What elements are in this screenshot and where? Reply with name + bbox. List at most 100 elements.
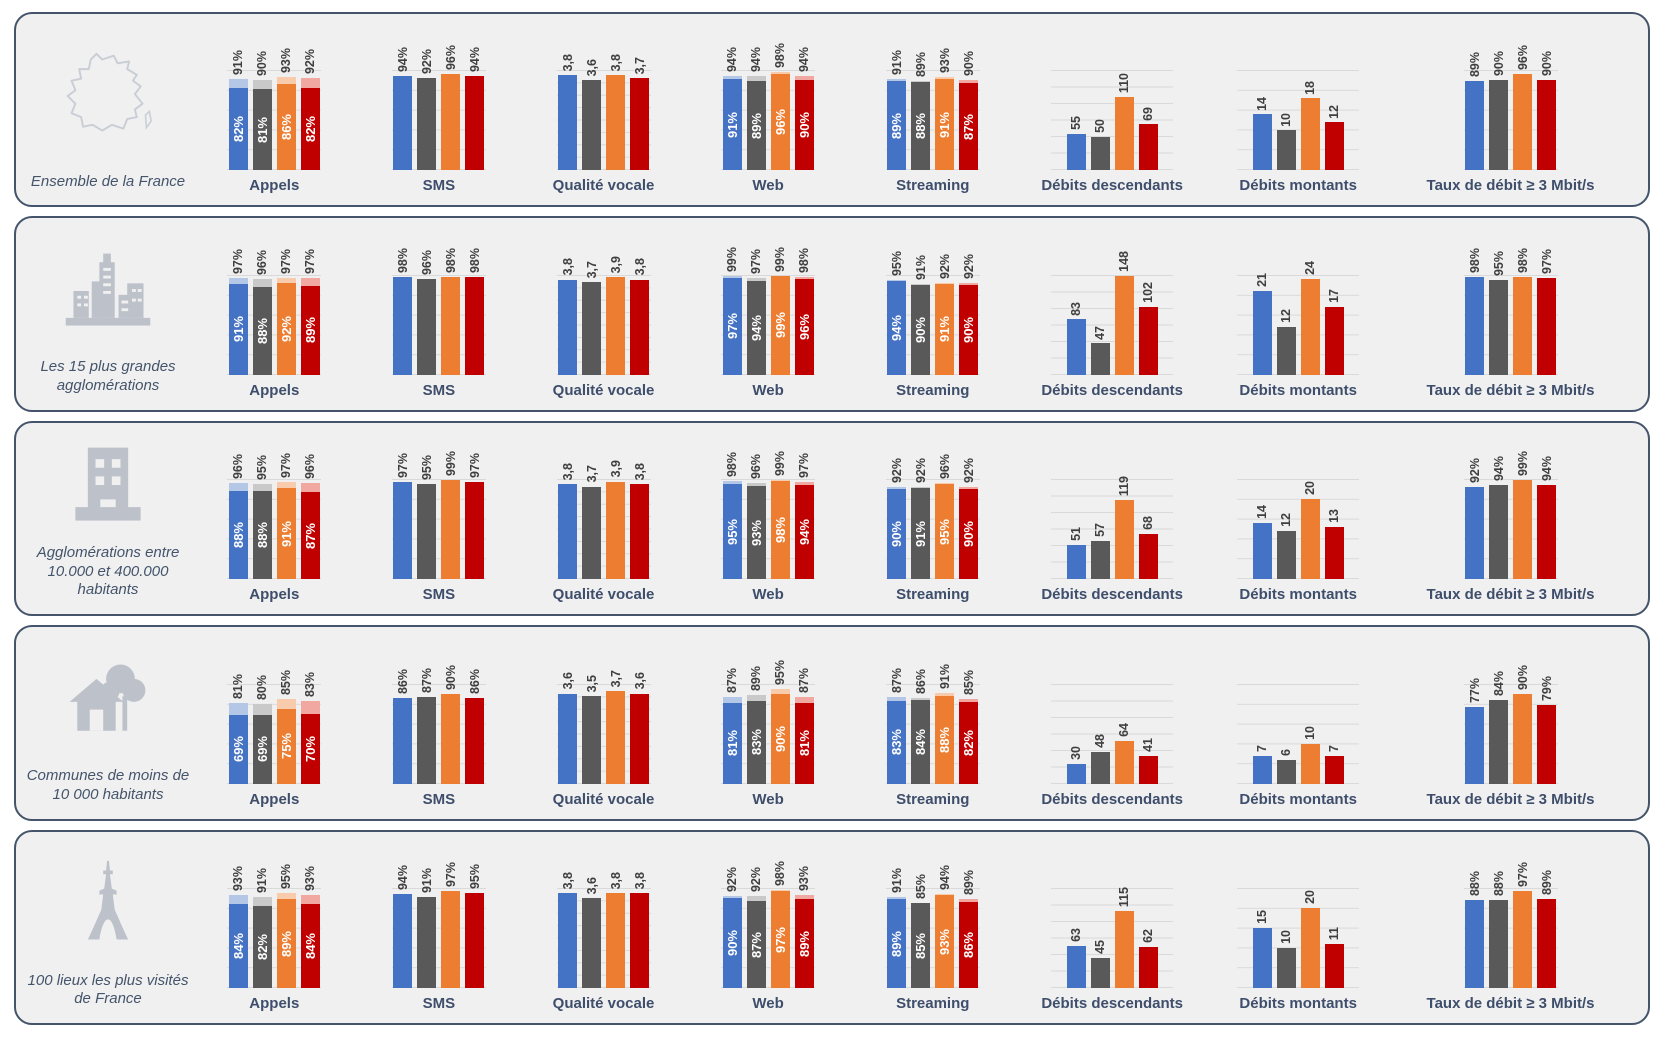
- bar: 88%: [911, 82, 931, 171]
- category-label-debits-descendants: Débits descendants: [1041, 995, 1184, 1013]
- bar: 88%: [935, 695, 955, 784]
- bar-slot: 75% 85%: [276, 670, 296, 784]
- bar: 91%: [722, 79, 742, 171]
- bar: [1090, 541, 1110, 580]
- bar-slot: 3,9: [606, 460, 626, 580]
- bar-slot: 81% 87%: [794, 668, 814, 784]
- plot-area: 7 6 10 7: [1237, 683, 1360, 784]
- bar-slot: 3,6: [558, 672, 578, 784]
- bar-inner-value: 95%: [937, 518, 953, 545]
- bar-slot: 92%: [1465, 458, 1485, 580]
- category-label-sms: SMS: [422, 586, 456, 604]
- chart-streaming: 90% 92% 91% 92% 95% 96% 90% 92% Streaming: [850, 429, 1015, 606]
- bar-top-value: 97%: [279, 453, 294, 479]
- bar-top-value: 41: [1140, 738, 1155, 753]
- bar: [558, 693, 578, 784]
- category-label-web: Web: [752, 995, 784, 1013]
- bar-inner-value: 90%: [772, 725, 788, 752]
- bar-top-value: 20: [1302, 481, 1317, 496]
- bar-slot: 91% 97%: [276, 453, 296, 580]
- category-label-debits-descendants: Débits descendants: [1041, 381, 1184, 399]
- plot-area: 14 10 18 12: [1237, 70, 1360, 171]
- bar: [1489, 485, 1509, 580]
- category-label-appels: Appels: [249, 995, 300, 1013]
- bar: [1324, 527, 1344, 580]
- bar: 89%: [300, 285, 320, 375]
- bar-top-value: 91%: [937, 663, 952, 689]
- bar-slot: 3,8: [630, 872, 650, 989]
- plot-area: 82% 91% 81% 90% 86% 93% 82% 92%: [227, 48, 322, 171]
- chart-sms: 86% 87% 90% 86% SMS: [357, 633, 522, 810]
- bar-top-value: 92%: [419, 49, 434, 75]
- bar-slot: 94% 97%: [794, 453, 814, 580]
- bar-slot: 97%: [441, 862, 461, 989]
- bar: [1465, 706, 1485, 784]
- bar-slot: 91% 94%: [722, 47, 742, 171]
- bar: [630, 77, 650, 171]
- bar-top-value: 95%: [889, 250, 904, 276]
- bar-top-value: 3,6: [584, 59, 599, 77]
- bar-slot: 97%: [465, 453, 485, 580]
- bar: 83%: [746, 700, 766, 784]
- zone-label: 100 lieux les plus visités de France: [27, 971, 189, 1008]
- bar: [1090, 343, 1110, 375]
- bar-top-value: 79%: [1539, 675, 1554, 701]
- bar-inner-value: 70%: [302, 735, 318, 762]
- bar-slot: 84% 93%: [228, 866, 248, 989]
- zone-label: Ensemble de la France: [30, 172, 186, 190]
- bar-slot: 41: [1138, 684, 1158, 784]
- building-icon: [24, 429, 192, 544]
- plot-area: 51 57 119 68: [1051, 476, 1174, 580]
- bar: [1465, 276, 1485, 375]
- bar-slot: 119: [1114, 476, 1134, 580]
- bar: [582, 80, 602, 171]
- bar-top-value: 98%: [1467, 247, 1482, 273]
- bar-slot: 57: [1090, 479, 1110, 580]
- bar-slot: 45: [1090, 888, 1110, 989]
- bar-top-value: 97%: [748, 248, 763, 274]
- category-label-streaming: Streaming: [896, 790, 970, 808]
- category-label-web: Web: [752, 381, 784, 399]
- bar-slot: 69: [1138, 70, 1158, 171]
- plot-area: 77% 84% 90% 79%: [1463, 665, 1558, 784]
- bar-inner-value: 95%: [724, 518, 740, 545]
- bar-slot: 20: [1300, 888, 1320, 989]
- bar: [1465, 81, 1485, 171]
- bar-group: 94% 91% 97% 95%: [392, 862, 486, 989]
- bar: 86%: [959, 902, 979, 989]
- plot-area: 90% 92% 87% 92% 97% 98% 89% 93%: [721, 861, 816, 989]
- plot-area: 89% 91% 88% 89% 91% 93% 87% 90%: [885, 48, 980, 171]
- bar: [1276, 948, 1296, 989]
- category-label-web: Web: [752, 586, 784, 604]
- bar-inner-value: 83%: [748, 729, 764, 756]
- plot-area: 88% 88% 97% 89%: [1463, 862, 1558, 989]
- bar-top-value: 3,9: [608, 255, 623, 274]
- bar-top-value: 94%: [467, 47, 482, 73]
- bar-slot: 3,7: [582, 261, 602, 375]
- bar-top-value: 90%: [1515, 664, 1530, 690]
- bar-group: 77% 84% 90% 79%: [1464, 665, 1558, 784]
- bar-top-value: 77%: [1467, 677, 1482, 703]
- bar-top-value: 90%: [255, 51, 270, 77]
- bar-slot: 92% 97%: [276, 249, 296, 375]
- bar-slot: 86% 89%: [959, 870, 979, 989]
- bar-top-value: 88%: [1491, 871, 1506, 897]
- bar-top-value: 92%: [724, 867, 739, 893]
- bar-top-value: 45: [1092, 940, 1107, 955]
- city-icon: [24, 224, 192, 358]
- bar: [1114, 911, 1134, 989]
- bar-top-value: 99%: [443, 451, 458, 477]
- chart-web: 90% 92% 87% 92% 97% 98% 89% 93% Web: [686, 838, 851, 1015]
- bar-inner-value: 90%: [724, 930, 740, 957]
- bar-top-value: 86%: [395, 668, 410, 694]
- category-label-streaming: Streaming: [896, 586, 970, 604]
- bar-top-value: 10: [1302, 725, 1317, 740]
- plot-area: 3,8 3,7 3,9 3,8: [556, 460, 651, 580]
- bar-slot: 89% 91%: [887, 868, 907, 989]
- bar: [1090, 137, 1110, 171]
- bar-slot: 69% 81%: [228, 674, 248, 784]
- bar: 86%: [276, 84, 296, 171]
- bar-top-value: 12: [1278, 513, 1293, 528]
- bar: [1066, 133, 1086, 171]
- bar-top-value: 96%: [937, 454, 952, 480]
